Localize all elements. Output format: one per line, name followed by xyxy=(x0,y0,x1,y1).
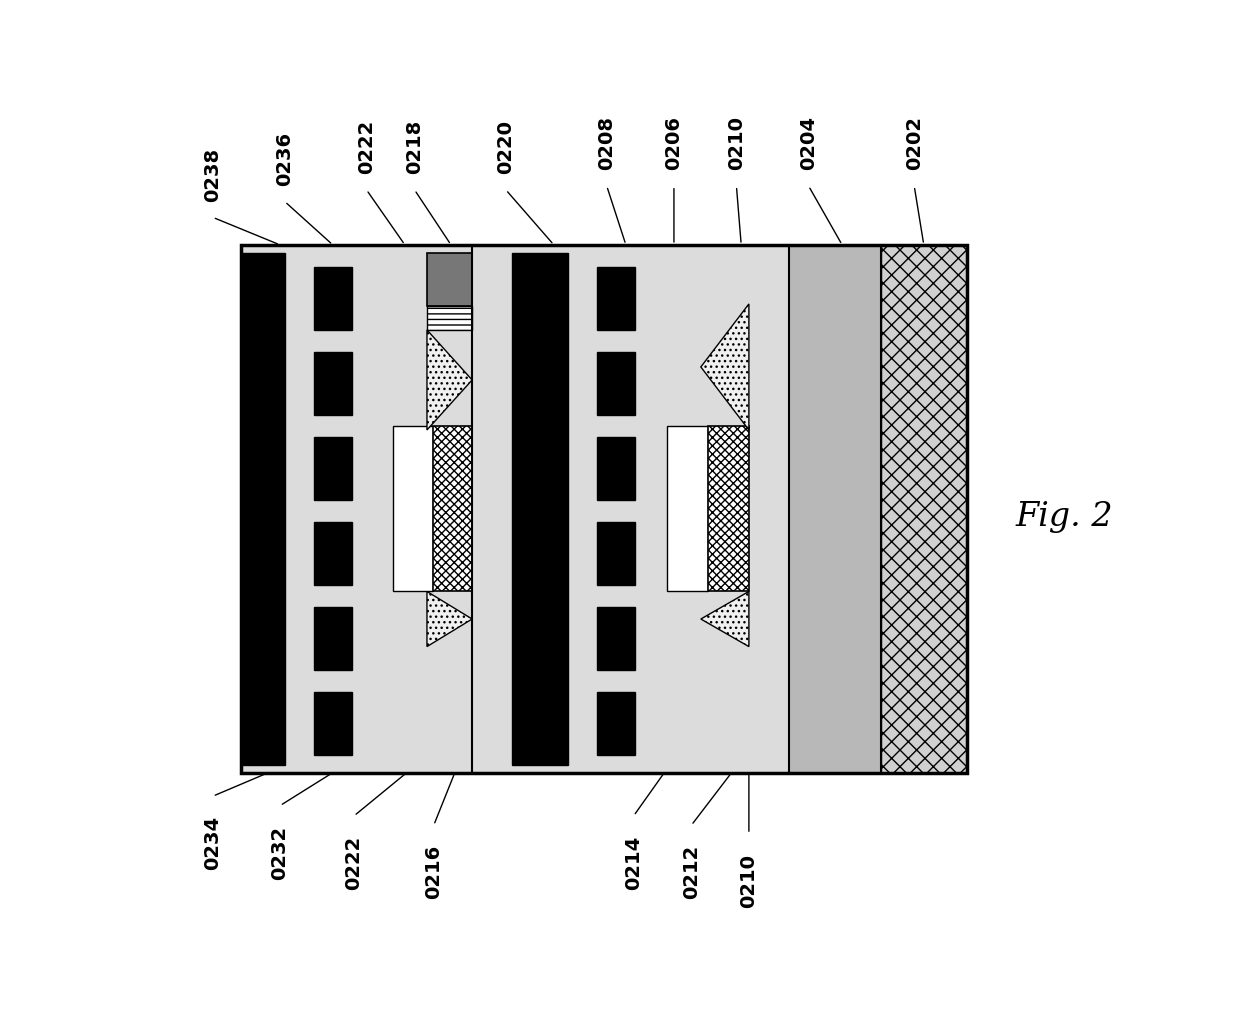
Bar xyxy=(427,306,472,330)
Bar xyxy=(596,267,635,330)
Text: 0210: 0210 xyxy=(739,854,759,907)
Text: 0206: 0206 xyxy=(665,116,683,170)
Bar xyxy=(433,426,472,591)
Bar xyxy=(427,253,472,306)
Text: Fig. 2: Fig. 2 xyxy=(1016,500,1112,533)
Bar xyxy=(789,244,880,772)
Bar xyxy=(596,522,635,585)
Bar xyxy=(242,244,967,772)
Text: 0210: 0210 xyxy=(727,116,746,170)
Text: 0202: 0202 xyxy=(905,116,924,170)
Text: 0204: 0204 xyxy=(799,116,818,170)
Text: 0234: 0234 xyxy=(203,816,222,871)
Text: 0236: 0236 xyxy=(275,132,294,186)
Bar xyxy=(596,693,635,755)
Text: 0220: 0220 xyxy=(496,120,516,174)
Text: 0222: 0222 xyxy=(357,120,376,174)
Bar xyxy=(314,437,352,500)
Text: 0222: 0222 xyxy=(345,836,363,890)
Bar xyxy=(242,244,967,772)
Polygon shape xyxy=(427,330,472,430)
Bar xyxy=(314,693,352,755)
Text: 0214: 0214 xyxy=(624,836,644,890)
Bar xyxy=(314,267,352,330)
Bar xyxy=(512,253,568,765)
Bar xyxy=(667,426,708,591)
Bar xyxy=(314,608,352,670)
Bar xyxy=(880,244,967,772)
Bar xyxy=(708,426,749,591)
Bar xyxy=(596,608,635,670)
Text: 0212: 0212 xyxy=(682,845,701,899)
Polygon shape xyxy=(427,591,472,647)
Text: 0208: 0208 xyxy=(598,116,616,170)
Bar xyxy=(314,522,352,585)
Bar xyxy=(242,253,285,765)
Bar xyxy=(393,426,433,591)
Bar xyxy=(314,352,352,415)
Text: 0218: 0218 xyxy=(405,120,424,174)
Text: 0216: 0216 xyxy=(424,845,443,899)
Polygon shape xyxy=(701,591,749,647)
Text: 0238: 0238 xyxy=(203,147,222,202)
Bar xyxy=(596,352,635,415)
Bar xyxy=(596,437,635,500)
Polygon shape xyxy=(701,304,749,430)
Text: 0232: 0232 xyxy=(270,826,289,880)
